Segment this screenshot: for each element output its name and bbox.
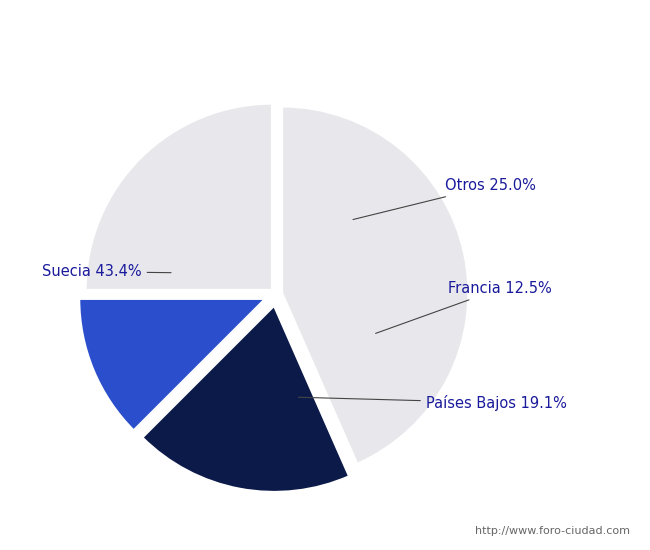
Text: Bijuesca - Turistas extranjeros según país - Abril de 2024: Bijuesca - Turistas extranjeros según pa… bbox=[77, 20, 573, 38]
Text: Otros 25.0%: Otros 25.0% bbox=[353, 178, 536, 219]
Wedge shape bbox=[281, 106, 469, 464]
Text: http://www.foro-ciudad.com: http://www.foro-ciudad.com bbox=[476, 526, 630, 536]
Text: Francia 12.5%: Francia 12.5% bbox=[376, 281, 552, 333]
Text: Suecia 43.4%: Suecia 43.4% bbox=[42, 265, 171, 279]
Text: Países Bajos 19.1%: Países Bajos 19.1% bbox=[298, 395, 567, 411]
Wedge shape bbox=[79, 299, 266, 431]
Wedge shape bbox=[85, 103, 272, 290]
Wedge shape bbox=[142, 305, 350, 492]
